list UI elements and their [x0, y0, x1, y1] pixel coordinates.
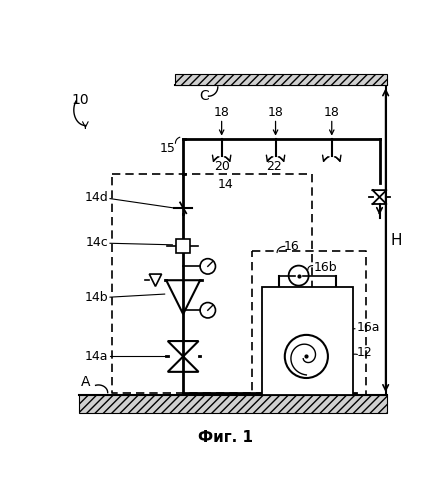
Text: 22: 22 [266, 160, 282, 173]
Bar [262, 287, 352, 395]
Text: 18: 18 [268, 106, 283, 119]
Text: 15: 15 [160, 142, 176, 155]
Text: 18: 18 [324, 106, 340, 119]
Text: 14: 14 [218, 178, 234, 191]
Text: 14c: 14c [86, 236, 109, 249]
Bar [176, 240, 190, 254]
Text: 12: 12 [356, 346, 372, 359]
Text: 18: 18 [214, 106, 230, 119]
Text: A: A [81, 375, 90, 389]
Text: 16b: 16b [314, 262, 337, 274]
Bar [79, 395, 387, 412]
Text: 10: 10 [72, 93, 89, 107]
Text: 14b: 14b [85, 290, 109, 304]
Text: Фиг. 1: Фиг. 1 [198, 430, 253, 445]
Text: 16a: 16a [356, 322, 380, 334]
Text: 20: 20 [214, 160, 230, 173]
Text: H: H [390, 232, 402, 248]
Text: 16: 16 [283, 240, 299, 253]
Text: C: C [199, 89, 209, 103]
Bar [176, 74, 387, 86]
Text: 14d: 14d [85, 190, 109, 203]
Text: 14a: 14a [85, 350, 109, 363]
